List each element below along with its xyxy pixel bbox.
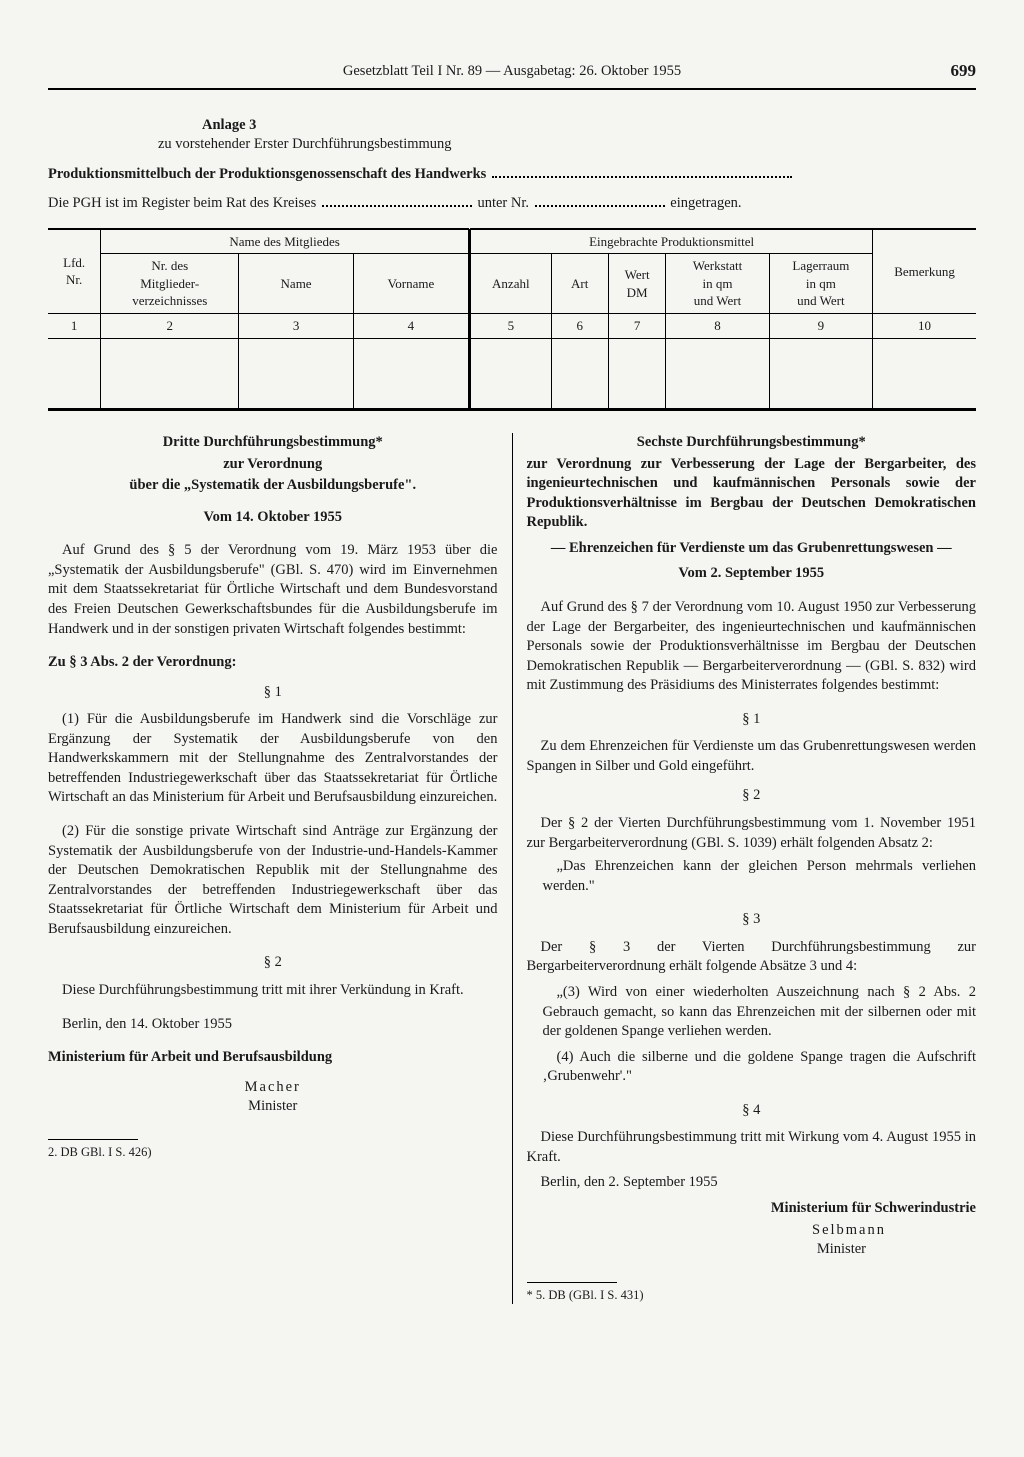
anlage-sub: zu vorstehender Erster Durchführungsbest… [158, 135, 976, 155]
colnum: 10 [873, 314, 976, 339]
right-q2: „Das Ehrenzeichen kann der gleichen Pers… [527, 857, 977, 896]
left-signer-title: Minister [48, 1097, 498, 1117]
fill-dots [533, 195, 667, 211]
col-name: Name [239, 254, 354, 314]
reg-text-b: unter Nr. [477, 195, 529, 211]
right-title-2: zur Verordnung zur Verbesserung der Lage… [527, 455, 977, 533]
left-title-2: zur Verordnung [48, 455, 498, 475]
left-signer: Macher [48, 1078, 498, 1098]
left-ministry: Ministerium für Arbeit und Berufsausbild… [48, 1048, 498, 1068]
left-date: Vom 14. Oktober 1955 [48, 508, 498, 528]
col-group-member: Name des Mitgliedes [101, 229, 469, 254]
footnote-rule [527, 1282, 617, 1283]
left-title-3: über die „Systematik der Ausbildungsberu… [48, 476, 498, 496]
right-place: Berlin, den 2. September 1955 [527, 1173, 977, 1193]
right-signer: Selbmann [527, 1221, 977, 1241]
two-column-layout: Dritte Durchführungsbestimmung* zur Vero… [48, 433, 976, 1304]
col-art: Art [551, 254, 608, 314]
colnum: 4 [353, 314, 468, 339]
left-footnote: 2. DB GBl. I S. 426) [48, 1144, 498, 1161]
right-intro: Auf Grund des § 7 der Verordnung vom 10.… [527, 598, 977, 696]
col-group-prodmittel: Eingebrachte Produktionsmittel [471, 229, 873, 254]
production-book-title-line: Produktionsmittelbuch der Produktionsgen… [48, 165, 976, 185]
right-q3b: (4) Auch die silberne und die goldene Sp… [527, 1048, 977, 1087]
right-p1: Zu dem Ehrenzeichen für Verdienste um da… [527, 737, 977, 776]
header-title: Gesetzblatt Teil I Nr. 89 — Ausgabetag: … [343, 62, 681, 82]
col-lfd: Lfd.Nr. [48, 229, 101, 314]
blank-cell [471, 338, 551, 408]
left-p1: (1) Für die Ausbildungsberufe im Handwer… [48, 710, 498, 808]
fill-dots [490, 166, 794, 182]
col-wert: WertDM [608, 254, 665, 314]
col-nr-mitgl: Nr. desMitglieder-verzeichnisses [101, 254, 239, 314]
blank-cell [101, 338, 239, 408]
left-intro: Auf Grund des § 5 der Verordnung vom 19.… [48, 541, 498, 639]
colnum: 5 [471, 314, 551, 339]
col-anzahl: Anzahl [471, 254, 551, 314]
right-p2: Der § 2 der Vierten Durchführungsbestimm… [527, 814, 977, 853]
colnum: 2 [101, 314, 239, 339]
right-dash-line: — Ehrenzeichen für Verdienste um das Gru… [527, 539, 977, 559]
col-werkstatt: Werkstattin qmund Wert [666, 254, 769, 314]
colnum: 8 [666, 314, 769, 339]
reg-text-a: Die PGH ist im Register beim Rat des Kre… [48, 195, 316, 211]
production-table: Lfd.Nr. Name des Mitgliedes Eingebrachte… [48, 228, 976, 408]
fill-dots [320, 195, 474, 211]
page-header: Gesetzblatt Teil I Nr. 89 — Ausgabetag: … [48, 62, 976, 90]
section-mark: § 1 [48, 683, 498, 703]
blank-cell [769, 338, 872, 408]
left-p3: Diese Durchführungsbestimmung tritt mit … [48, 981, 498, 1001]
blank-cell [353, 338, 468, 408]
section-mark: § 3 [527, 910, 977, 930]
page-number: 699 [951, 60, 977, 83]
left-place: Berlin, den 14. Oktober 1955 [48, 1015, 498, 1035]
col-vorname: Vorname [353, 254, 468, 314]
reg-text-c: eingetragen. [670, 195, 741, 211]
right-title-1: Sechste Durchführungsbestimmung* [527, 433, 977, 453]
section-mark: § 4 [527, 1101, 977, 1121]
blank-cell [666, 338, 769, 408]
colnum: 7 [608, 314, 665, 339]
right-ministry: Ministerium für Schwerindustrie [527, 1199, 977, 1219]
right-p4: Diese Durchführungsbestimmung tritt mit … [527, 1128, 977, 1167]
right-column: Sechste Durchführungsbestimmung* zur Ver… [513, 433, 977, 1304]
section-mark: § 2 [48, 953, 498, 973]
blank-cell [48, 338, 101, 408]
production-book-title: Produktionsmittelbuch der Produktionsgen… [48, 166, 486, 182]
anlage-block: Anlage 3 zu vorstehender Erster Durchfüh… [48, 116, 976, 155]
register-line: Die PGH ist im Register beim Rat des Kre… [48, 194, 976, 214]
right-signer-title: Minister [527, 1240, 977, 1260]
colnum: 3 [239, 314, 354, 339]
blank-cell [873, 338, 976, 408]
heavy-rule [48, 408, 976, 411]
colnum: 1 [48, 314, 101, 339]
left-column: Dritte Durchführungsbestimmung* zur Vero… [48, 433, 513, 1304]
colnum: 9 [769, 314, 872, 339]
left-title-1: Dritte Durchführungsbestimmung* [48, 433, 498, 453]
colnum: 6 [551, 314, 608, 339]
left-subhead: Zu § 3 Abs. 2 der Verordnung: [48, 653, 498, 673]
footnote-rule [48, 1139, 138, 1140]
blank-cell [239, 338, 354, 408]
section-mark: § 2 [527, 786, 977, 806]
right-footnote: * 5. DB (GBl. I S. 431) [527, 1287, 977, 1304]
anlage-label: Anlage 3 [158, 116, 976, 136]
right-q3a: „(3) Wird von einer wiederholten Auszeic… [527, 983, 977, 1042]
section-mark: § 1 [527, 710, 977, 730]
right-date: Vom 2. September 1955 [527, 564, 977, 584]
right-p3: Der § 3 der Vierten Durchführungsbestimm… [527, 938, 977, 977]
col-bemerkung: Bemerkung [873, 229, 976, 314]
blank-cell [551, 338, 608, 408]
blank-cell [608, 338, 665, 408]
left-p2: (2) Für die sonstige private Wirtschaft … [48, 822, 498, 939]
col-lagerraum: Lagerraumin qmund Wert [769, 254, 872, 314]
